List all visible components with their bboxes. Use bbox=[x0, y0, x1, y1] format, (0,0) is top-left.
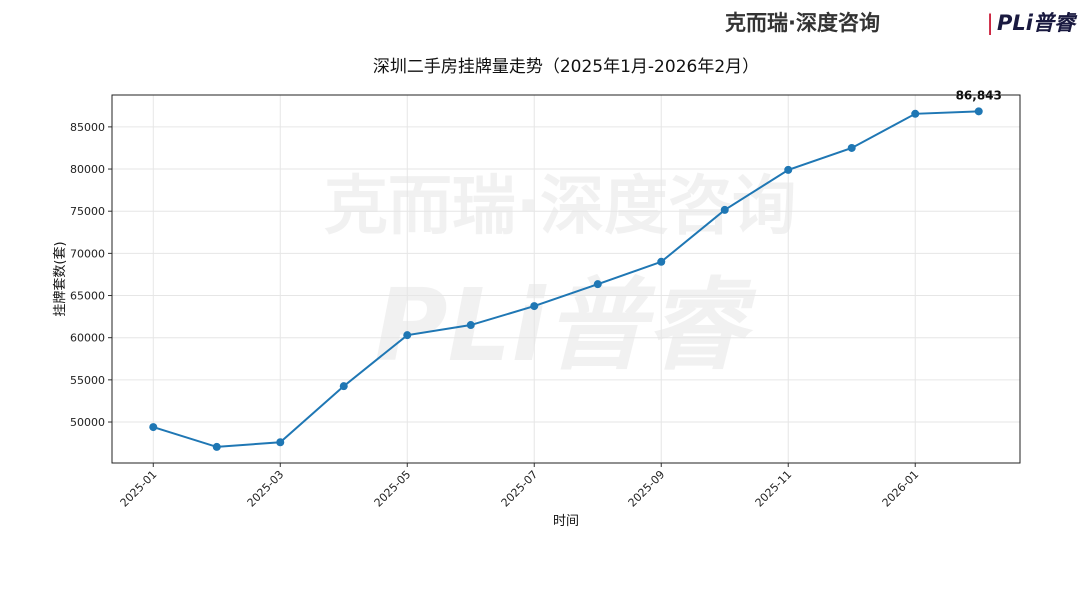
line bbox=[152, 110, 979, 448]
point bbox=[149, 423, 158, 432]
point bbox=[593, 280, 602, 289]
point bbox=[847, 143, 856, 152]
chart-title: 深圳二手房挂牌量走势（2025年1月-2026年2月） bbox=[373, 57, 759, 77]
point bbox=[784, 165, 793, 174]
y-tick-label: 60000 bbox=[70, 332, 105, 345]
partner-logo: PLi普睿 bbox=[997, 11, 1078, 35]
point bbox=[403, 331, 412, 340]
point bbox=[911, 109, 920, 118]
x-axis-label: 时间 bbox=[553, 514, 579, 529]
x-tick-label: 2025-05 bbox=[372, 468, 414, 510]
point bbox=[974, 107, 983, 116]
separator: | bbox=[986, 11, 993, 36]
y-tick-label: 75000 bbox=[70, 205, 105, 218]
x-tick-label: 2025-03 bbox=[245, 468, 287, 510]
point bbox=[530, 302, 539, 311]
point bbox=[276, 438, 285, 447]
x-tick-label: 2025-01 bbox=[118, 468, 160, 510]
x-tick-label: 2025-07 bbox=[499, 468, 541, 510]
x-tick-label: 2025-11 bbox=[753, 468, 795, 510]
point bbox=[720, 205, 729, 214]
watermark: PLi普睿 bbox=[374, 267, 756, 384]
point bbox=[212, 442, 221, 451]
y-axis-label: 挂牌套数(套) bbox=[52, 241, 68, 316]
point bbox=[657, 257, 666, 266]
y-tick-label: 80000 bbox=[70, 163, 105, 176]
plot-frame bbox=[111, 94, 1021, 464]
x-tick-label: 2026-01 bbox=[880, 468, 922, 510]
point bbox=[339, 382, 348, 391]
y-tick-label: 55000 bbox=[70, 374, 105, 387]
watermark: 克而瑞·深度咨询 bbox=[324, 170, 796, 244]
brand: 克而瑞·深度咨询 bbox=[725, 11, 880, 35]
y-tick-label: 85000 bbox=[70, 121, 105, 134]
x-tick-label: 2025-09 bbox=[626, 468, 668, 510]
y-tick-label: 65000 bbox=[70, 290, 105, 303]
point bbox=[466, 321, 475, 330]
y-tick-label: 70000 bbox=[70, 247, 105, 260]
value-label: 86,843 bbox=[956, 88, 1002, 102]
y-tick-label: 50000 bbox=[70, 416, 105, 429]
